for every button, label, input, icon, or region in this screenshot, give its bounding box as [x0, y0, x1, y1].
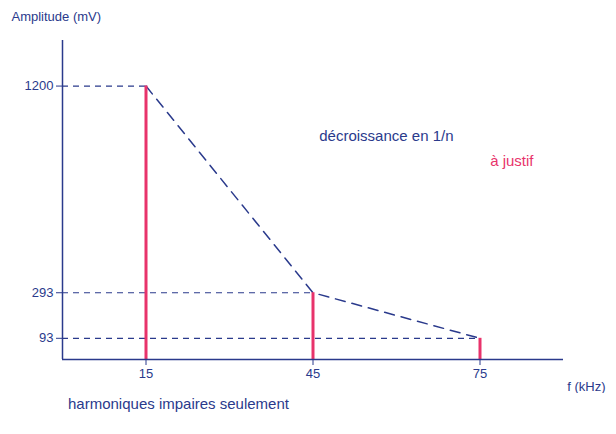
svg-text:décroissance en 1/n: décroissance en 1/n — [319, 127, 453, 144]
svg-text:f (kHz): f (kHz) — [567, 379, 605, 394]
svg-text:Amplitude (mV): Amplitude (mV) — [12, 9, 102, 24]
svg-text:293: 293 — [32, 285, 54, 300]
svg-text:à justif: à justif — [490, 152, 534, 169]
html-text:harmoniques impaires seulement: harmoniques impaires seulement — [68, 395, 289, 412]
svg-text:45: 45 — [306, 366, 320, 381]
svg-text:75: 75 — [473, 366, 487, 381]
svg-text:15: 15 — [139, 366, 153, 381]
svg-text:1200: 1200 — [25, 78, 54, 93]
svg-text:93: 93 — [39, 330, 53, 345]
